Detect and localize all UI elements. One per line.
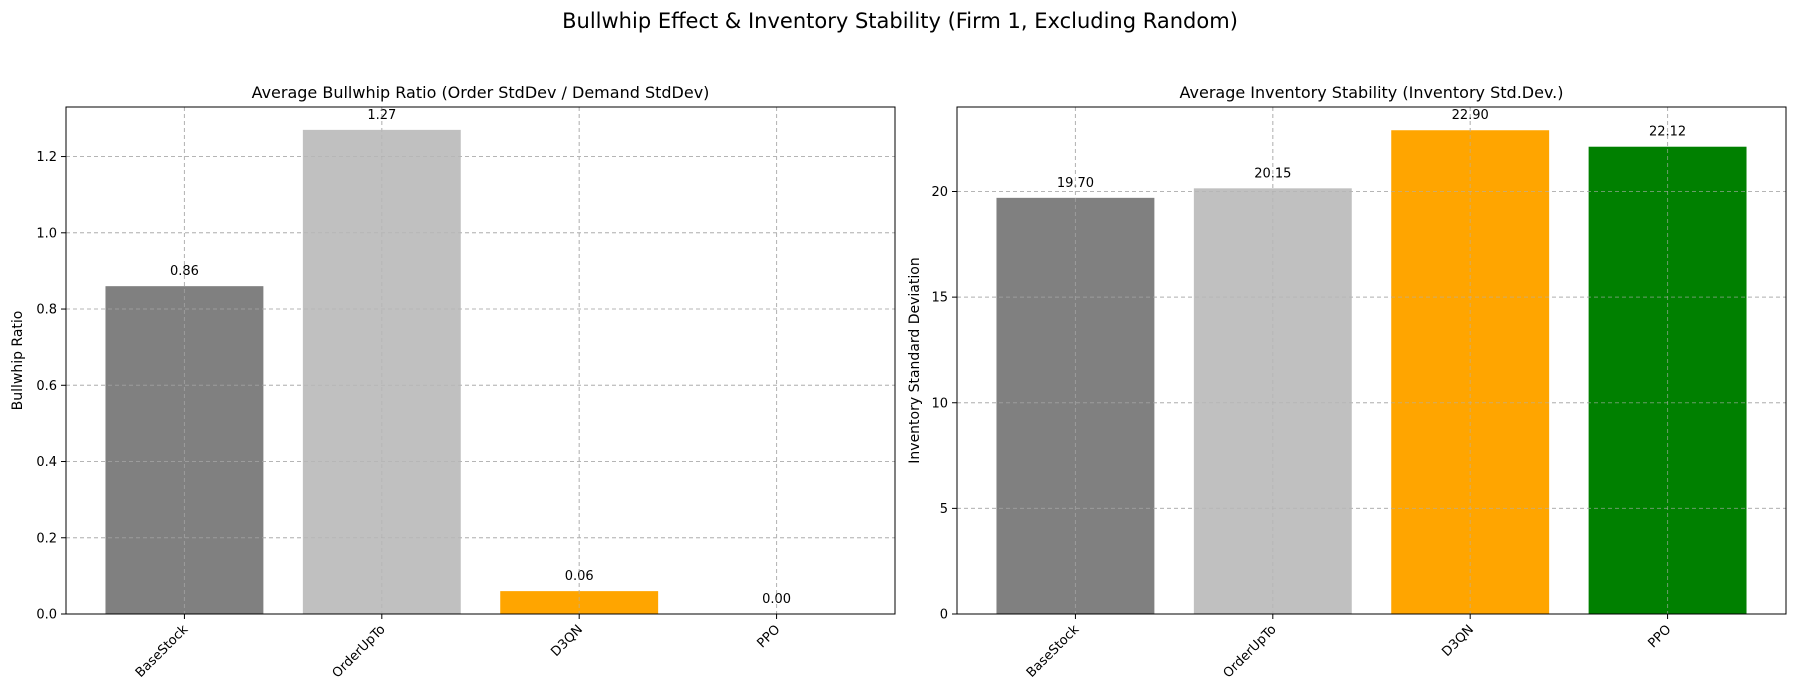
bullwhip-xtick-label: OrderUpTo	[330, 622, 389, 681]
bullwhip-ytick-label: 0.0	[36, 608, 57, 623]
bullwhip-ytick-label: 0.8	[36, 303, 57, 318]
bullwhip-ytick-label: 1.0	[36, 226, 57, 241]
inventory-ytick-label: 10	[931, 396, 948, 411]
bullwhip-xtick-label: BaseStock	[133, 622, 192, 681]
inventory-chart-title: Average Inventory Stability (Inventory S…	[1180, 83, 1564, 102]
inventory-bar-d3qn	[1391, 130, 1550, 615]
bullwhip-ytick-label: 0.2	[36, 531, 57, 546]
inventory-bar-value-label: 19.70	[1057, 176, 1094, 191]
inventory-ytick-label: 5	[940, 502, 948, 517]
bullwhip-xtick-label: PPO	[754, 622, 783, 651]
bullwhip-ratio-panel: Average Bullwhip Ratio (Order StdDev / D…	[10, 83, 896, 681]
bullwhip-ytick-label: 0.6	[36, 379, 57, 394]
bullwhip-bar-d3qn	[500, 591, 659, 614]
bullwhip-axes-frame	[65, 106, 896, 615]
bullwhip-y-axis-label: Bullwhip Ratio	[10, 311, 26, 411]
inventory-xtick-label: BaseStock	[1024, 622, 1083, 681]
inventory-xtick-label: D3QN	[1439, 622, 1477, 660]
inventory-ytick-label: 0	[940, 608, 948, 623]
bullwhip-chart-title: Average Bullwhip Ratio (Order StdDev / D…	[252, 83, 710, 102]
bullwhip-bar-orderupto	[302, 129, 461, 614]
bullwhip-xtick-label: D3QN	[548, 622, 586, 660]
inventory-axes-frame	[956, 106, 1787, 615]
bullwhip-ytick-label: 0.4	[36, 455, 57, 470]
figure-suptitle: Bullwhip Effect & Inventory Stability (F…	[562, 9, 1238, 33]
bullwhip-ytick-label: 1.2	[36, 150, 57, 165]
inventory-xtick-label: PPO	[1645, 622, 1674, 651]
inventory-bar-value-label: 22.12	[1649, 125, 1686, 140]
inventory-ytick-label: 15	[931, 291, 948, 306]
inventory-xtick-label: OrderUpTo	[1221, 622, 1280, 681]
inventory-stability-panel: Average Inventory Stability (Inventory S…	[907, 83, 1787, 681]
inventory-ytick-label: 20	[931, 185, 948, 200]
inventory-y-axis-label: Inventory Standard Deviation	[907, 257, 923, 463]
